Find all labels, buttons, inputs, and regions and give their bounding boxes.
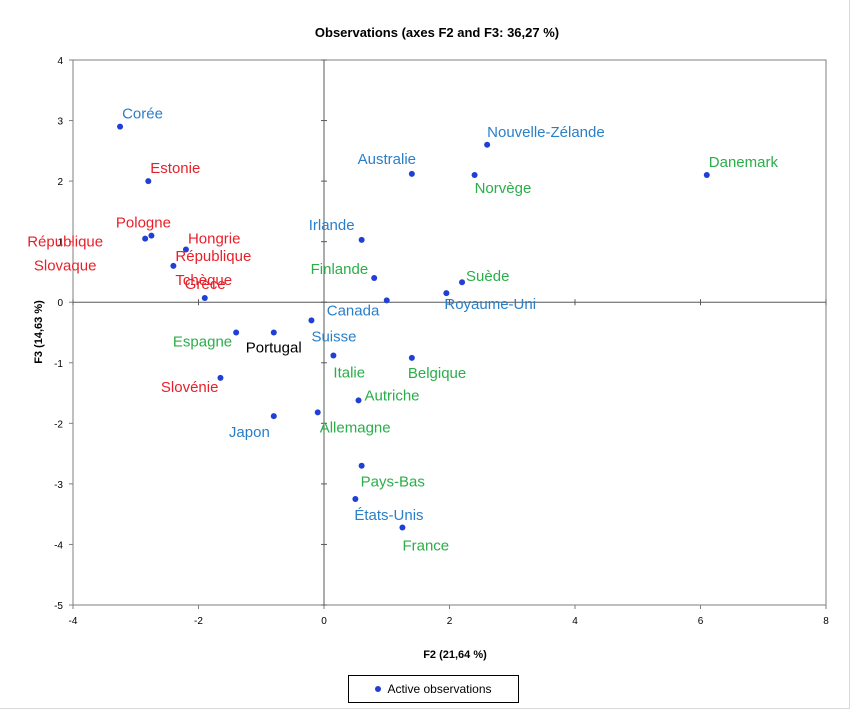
chart-legend: Active observations <box>348 675 519 703</box>
point-label: Australie <box>358 151 416 168</box>
point-label: Pays-Bas <box>361 474 425 491</box>
data-point <box>358 462 365 469</box>
x-tick-label: 6 <box>698 616 704 627</box>
data-point <box>358 236 365 243</box>
point-label: Italie <box>333 365 365 382</box>
x-tick-label: -4 <box>69 616 78 627</box>
point-label: Allemagne <box>320 419 391 436</box>
data-point <box>459 279 466 286</box>
point-label: Pologne <box>116 215 171 232</box>
data-point <box>233 329 240 336</box>
zero-axes <box>72 59 827 606</box>
data-point <box>371 275 378 281</box>
point-label: Hongrie <box>188 231 241 248</box>
data-point <box>217 374 224 381</box>
axis-ticks: -4 -2 0 2 4 6 8 -5 -4 -3 -2 -1 0 1 2 3 4 <box>54 56 829 627</box>
point-label: Suisse <box>311 328 356 345</box>
data-point <box>399 524 406 531</box>
data-point <box>270 329 277 336</box>
data-point <box>201 294 208 301</box>
data-labels: Corée Estonie Pologne République Slovaque Hon… <box>27 106 778 555</box>
plot-area <box>72 59 827 606</box>
point-label: République Slovaque <box>27 234 103 275</box>
x-axis-title: F2 (21,64 %) <box>423 649 487 661</box>
y-tick-label: -3 <box>54 480 63 491</box>
legend-marker-icon <box>375 686 382 692</box>
y-tick-label: 3 <box>57 117 63 128</box>
data-point <box>314 409 321 416</box>
y-tick-label: 4 <box>57 56 63 67</box>
data-point <box>270 413 277 420</box>
point-label: Grèce <box>185 276 226 293</box>
data-point <box>443 290 450 297</box>
point-label: Canada <box>327 302 380 319</box>
y-tick-label: 0 <box>57 298 63 309</box>
data-point <box>352 496 359 503</box>
data-point <box>308 317 315 324</box>
point-label: Estonie <box>150 160 200 177</box>
point-label: Suède <box>466 268 509 285</box>
point-label: Espagne <box>173 334 232 351</box>
point-label: Japon <box>229 424 270 441</box>
point-label: Royaume-Uni <box>444 296 536 313</box>
data-point <box>142 235 149 242</box>
x-tick-label: -2 <box>194 616 203 627</box>
data-point <box>484 141 491 148</box>
data-point <box>330 352 337 359</box>
x-tick-label: 4 <box>572 616 578 627</box>
x-tick-label: 8 <box>823 616 829 627</box>
data-point <box>383 297 390 304</box>
point-label: Portugal <box>246 340 302 357</box>
y-tick-label: -1 <box>54 359 63 370</box>
y-tick-label: -4 <box>54 540 63 551</box>
data-markers <box>117 123 710 531</box>
y-tick-label: -5 <box>54 601 63 612</box>
point-label: États-Unis <box>354 507 423 524</box>
x-tick-label: 0 <box>321 616 327 627</box>
data-point <box>117 123 124 130</box>
y-tick-label: 2 <box>57 177 63 188</box>
data-point <box>408 354 415 361</box>
y-tick-label: -2 <box>54 419 63 430</box>
data-point <box>355 397 362 404</box>
data-point <box>408 170 415 177</box>
y-axis-title: F3 (14,63 %) <box>33 300 45 364</box>
point-label: Slovénie <box>161 379 219 396</box>
data-point <box>182 246 189 253</box>
point-label: Autriche <box>365 387 420 404</box>
point-label: Finlande <box>311 261 369 278</box>
point-label: République Tchèque <box>175 248 251 289</box>
legend-label: Active observations <box>387 682 492 696</box>
x-tick-label: 2 <box>447 616 453 627</box>
data-point <box>148 232 155 239</box>
data-point <box>471 172 478 179</box>
point-label: Nouvelle-Zélande <box>487 124 605 141</box>
point-label: Belgique <box>408 365 466 382</box>
chart-title: Observations (axes F2 and F3: 36,27 %) <box>315 25 559 40</box>
point-label: Norvège <box>475 180 532 197</box>
y-tick-label: 1 <box>57 238 63 249</box>
data-point <box>703 172 710 179</box>
point-label: France <box>402 537 449 554</box>
data-point <box>170 262 177 269</box>
point-label: Danemark <box>709 154 779 171</box>
point-label: Corée <box>122 106 163 123</box>
data-point <box>145 178 152 185</box>
point-label: Irlande <box>309 217 355 234</box>
